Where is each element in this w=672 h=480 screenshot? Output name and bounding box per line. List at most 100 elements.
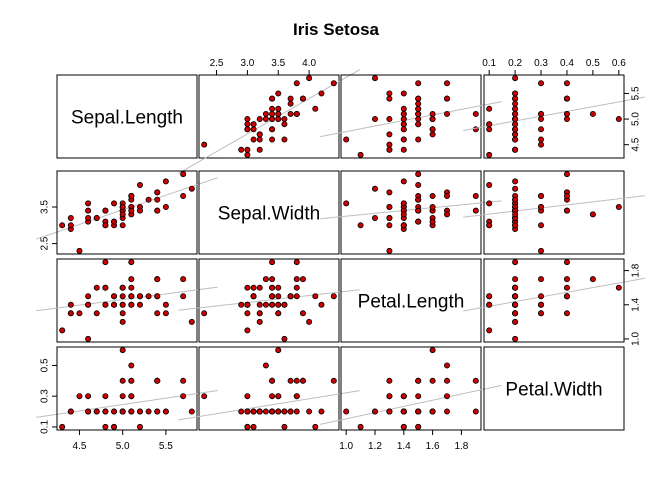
panel-sepal-width-vs-sepal-length: [36, 170, 218, 255]
data-point: [400, 146, 407, 153]
data-point: [386, 189, 393, 196]
data-point: [244, 121, 251, 128]
data-point: [306, 75, 313, 82]
data-point: [415, 218, 422, 225]
data-point: [128, 408, 135, 415]
data-point: [111, 408, 118, 415]
data-point: [281, 408, 288, 415]
data-point: [145, 293, 152, 300]
data-point: [415, 80, 422, 87]
fit-line: [178, 69, 360, 174]
data-point: [299, 310, 306, 317]
data-point: [538, 247, 545, 254]
data-point: [429, 193, 436, 200]
diagonal-label-sepal-length: Sepal.Length: [71, 108, 183, 129]
fit-line: [463, 195, 645, 218]
data-point: [429, 131, 436, 138]
data-point: [281, 335, 288, 342]
data-point: [357, 222, 364, 229]
data-point: [563, 276, 570, 283]
y-axis-petal-length-right: 1.0 1.4 1.8: [623, 263, 642, 346]
data-point: [128, 193, 135, 200]
data-point: [250, 423, 257, 430]
tick-label: 4.0: [302, 58, 316, 69]
tick-label: 1.6: [426, 441, 440, 452]
data-point: [269, 393, 276, 400]
data-point: [343, 200, 350, 207]
data-point: [145, 196, 152, 203]
data-point: [250, 126, 257, 133]
data-point: [512, 131, 519, 138]
data-point: [102, 301, 109, 308]
data-point: [299, 377, 306, 384]
data-point: [154, 189, 161, 196]
panels: Sepal.Length Sepal.Width Petal.Length Petal…: [36, 58, 645, 452]
panel-petal-length-vs-sepal-width: [178, 258, 360, 343]
data-point: [400, 105, 407, 112]
data-point: [275, 110, 282, 117]
panel-petal-width-vs-petal-length: [320, 346, 502, 431]
tick-label: 0.1: [482, 58, 496, 69]
data-point: [415, 393, 422, 400]
data-point: [256, 284, 263, 291]
tick-label: 2.5: [40, 236, 51, 250]
data-point: [538, 204, 545, 211]
data-point: [330, 377, 337, 384]
data-point: [128, 293, 135, 300]
data-point: [512, 136, 519, 143]
data-point: [262, 276, 269, 283]
data-point: [538, 222, 545, 229]
data-point: [162, 204, 169, 211]
data-point: [244, 408, 251, 415]
fit-line: [463, 96, 645, 131]
data-point: [269, 136, 276, 143]
data-point: [486, 200, 493, 207]
data-point: [67, 310, 74, 317]
data-point: [256, 310, 263, 317]
data-point: [512, 276, 519, 283]
panel-petal-width-vs-petal-width: Petal.Width: [483, 346, 625, 431]
data-point: [76, 393, 83, 400]
data-point: [244, 284, 251, 291]
data-point: [486, 182, 493, 189]
data-point: [415, 100, 422, 107]
data-point: [85, 408, 92, 415]
tick-label: 1.4: [397, 441, 411, 452]
data-point: [244, 116, 251, 123]
data-point: [512, 95, 519, 102]
data-point: [102, 284, 109, 291]
data-point: [128, 393, 135, 400]
data-point: [386, 214, 393, 221]
data-point: [269, 293, 276, 300]
panel-sepal-length-vs-sepal-width: [178, 69, 360, 174]
data-point: [563, 259, 570, 266]
data-point: [201, 393, 208, 400]
data-point: [256, 408, 263, 415]
data-point: [444, 95, 451, 102]
data-point: [293, 377, 300, 384]
data-point: [371, 408, 378, 415]
data-point: [287, 377, 294, 384]
data-point: [67, 222, 74, 229]
data-point: [486, 327, 493, 334]
points: [486, 75, 622, 158]
data-point: [111, 293, 118, 300]
panel-frame: [198, 74, 340, 159]
data-point: [538, 301, 545, 308]
data-point: [293, 110, 300, 117]
tick-label: 5.5: [159, 441, 173, 452]
data-point: [67, 408, 74, 415]
data-point: [386, 204, 393, 211]
panel-frame: [198, 170, 340, 255]
panel-sepal-length-vs-petal-width: [463, 74, 645, 159]
points: [201, 75, 337, 158]
tick-label: 0.2: [508, 58, 522, 69]
data-point: [102, 423, 109, 430]
tick-label: 2.5: [210, 58, 224, 69]
data-point: [472, 377, 479, 384]
data-point: [262, 301, 269, 308]
data-point: [563, 193, 570, 200]
data-point: [486, 293, 493, 300]
data-point: [154, 207, 161, 214]
chart-title: Iris Setosa: [293, 20, 380, 39]
